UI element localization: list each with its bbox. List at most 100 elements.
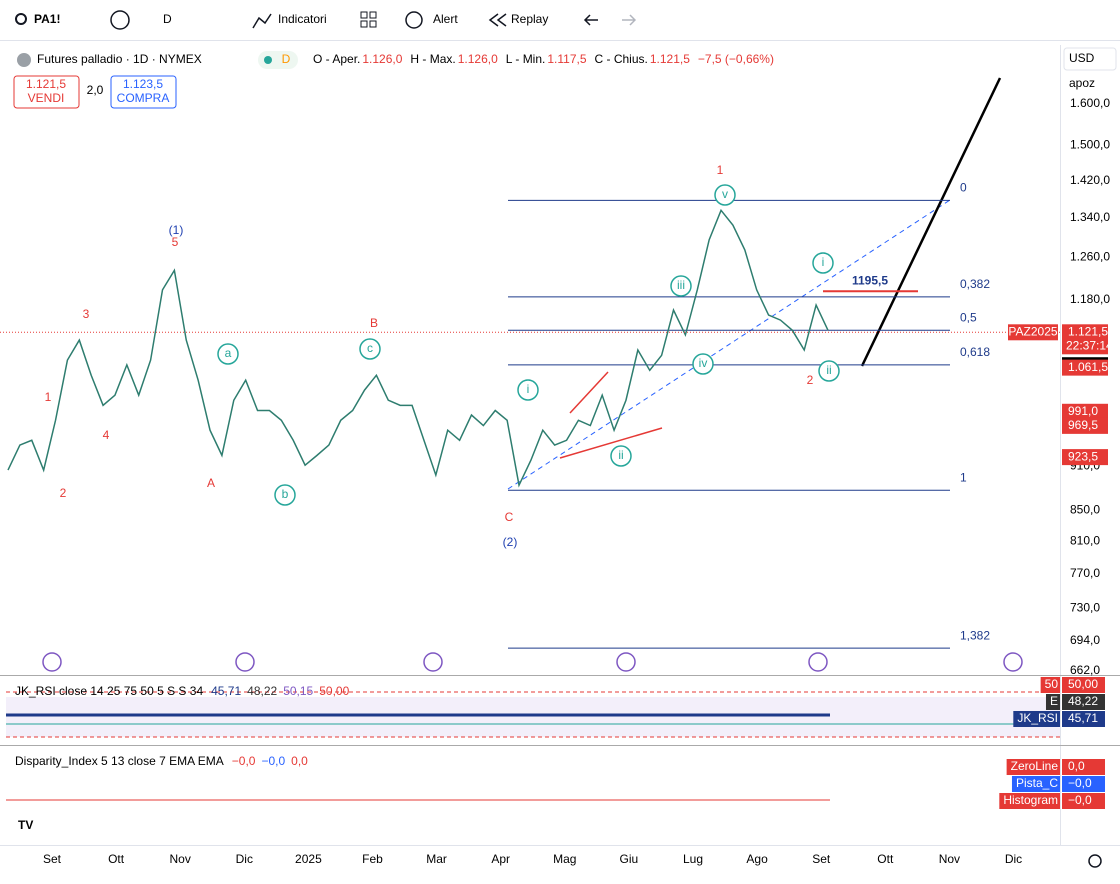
sell-button[interactable] xyxy=(13,75,80,109)
settings-icon[interactable] xyxy=(1088,854,1102,868)
y-tick-label: 810,0 xyxy=(1070,534,1100,548)
rsi-value: 48,22 xyxy=(247,684,277,698)
wave-label: i xyxy=(527,382,530,396)
wave-label: c xyxy=(367,341,373,355)
x-tick-label: Ott xyxy=(877,852,894,866)
event-markers xyxy=(42,652,1023,672)
triangle-line xyxy=(559,427,663,459)
wave-label: i xyxy=(822,255,825,269)
price-tag-label: 1.121,5 xyxy=(1068,324,1108,338)
wave-circle xyxy=(359,338,381,360)
rsi-tag-value-bg xyxy=(1062,711,1105,727)
price-tag-label: 969,5 xyxy=(1068,418,1098,432)
wave-label: iv xyxy=(699,356,708,370)
status-pill xyxy=(258,51,298,69)
alert[interactable]: Alert xyxy=(433,12,458,26)
event-marker[interactable] xyxy=(423,652,443,672)
rsi-tag-value: 50,00 xyxy=(1068,677,1098,691)
x-tick-label: Set xyxy=(43,852,62,866)
wave-label: 1 xyxy=(45,390,52,404)
wave-circle xyxy=(692,353,714,375)
disparity-tag-value: −0,0 xyxy=(1068,793,1092,807)
symbol[interactable]: PA1! xyxy=(34,12,60,26)
indicators[interactable]: Indicatori xyxy=(278,12,327,26)
disparity-value: 0,0 xyxy=(291,754,308,768)
rsi-tag-name: 50 xyxy=(1045,677,1059,691)
fib-label: 1 xyxy=(960,470,967,484)
scale-mode[interactable]: apoz xyxy=(1069,76,1095,90)
price-tag xyxy=(1062,403,1108,420)
projection-line xyxy=(860,77,1002,367)
ohlc-value: 1.126,0 xyxy=(458,52,498,66)
undo[interactable] xyxy=(583,14,598,26)
buy-price: 1.123,5 xyxy=(123,77,163,91)
buy-label: COMPRA xyxy=(117,91,170,105)
tag-name: PAZ2025 xyxy=(1008,324,1057,338)
price-tag-label: 991,0 xyxy=(1068,404,1098,418)
wave-circle xyxy=(217,343,239,365)
disparity-title: Disparity_Index 5 13 close 7 EMA EMA xyxy=(15,754,224,768)
wave-label: b xyxy=(282,487,289,501)
wave-circle xyxy=(517,379,539,401)
price-tag xyxy=(1062,324,1108,355)
x-tick-label: Giu xyxy=(620,852,639,866)
fib-label: 0,618 xyxy=(960,345,990,359)
wave-label: ii xyxy=(618,448,623,462)
y-tick-label: 730,0 xyxy=(1070,600,1100,614)
wave-label: 3 xyxy=(83,307,90,321)
wave-label: v xyxy=(722,187,728,201)
triangle-line xyxy=(569,371,609,414)
fib-label: 0,5 xyxy=(960,310,977,324)
price-tag xyxy=(1062,359,1108,376)
y-tick-label: 662,0 xyxy=(1070,663,1100,677)
tv-logo: TV xyxy=(18,818,33,832)
event-marker[interactable] xyxy=(808,652,828,672)
x-tick-label: Lug xyxy=(683,852,703,866)
ohlc-change: −7,5 (−0,66%) xyxy=(698,52,774,66)
event-marker[interactable] xyxy=(1003,652,1023,672)
rsi-tag-value: 48,22 xyxy=(1068,694,1098,708)
layout-icon xyxy=(369,11,377,19)
y-tick-label: 770,0 xyxy=(1070,566,1100,580)
wave-label: B xyxy=(370,316,378,330)
fib-label: 1,382 xyxy=(960,628,990,642)
ohlc-value: 1.117,5 xyxy=(547,52,586,66)
interval[interactable]: D xyxy=(163,12,172,26)
x-tick-label: Dic xyxy=(1005,852,1022,866)
layout-icon[interactable] xyxy=(360,11,368,19)
wave-label: 5 xyxy=(172,235,179,249)
wave-circle xyxy=(610,445,632,467)
buy-button[interactable] xyxy=(110,75,177,109)
disparity-tag-bg xyxy=(1011,776,1060,792)
wave-label: A xyxy=(207,476,215,490)
event-marker[interactable] xyxy=(235,652,255,672)
event-marker[interactable] xyxy=(42,652,62,672)
ohlc-value: 1.126,0 xyxy=(362,52,402,66)
replay[interactable]: Replay xyxy=(511,12,548,26)
x-tick-label: Feb xyxy=(362,852,383,866)
redo[interactable] xyxy=(622,14,637,26)
add-icon[interactable] xyxy=(110,10,130,30)
rsi-value: 50,15 xyxy=(283,684,313,698)
disparity-value: −0,0 xyxy=(261,754,285,768)
ohlc-label: C - Chius. xyxy=(595,52,648,66)
search-icon[interactable] xyxy=(15,13,27,25)
wave-circle xyxy=(812,252,834,274)
disparity-tag-name: Histogram xyxy=(1003,793,1058,807)
wave-label: iii xyxy=(677,278,685,292)
disparity-tag-value-bg xyxy=(1062,776,1105,792)
currency-button[interactable] xyxy=(1063,47,1117,71)
disparity-tag-name: Pista_C xyxy=(1016,776,1058,790)
disparity-tag-bg xyxy=(999,793,1060,809)
price-tag xyxy=(1062,449,1108,466)
y-tick-label: 1.600,0 xyxy=(1070,96,1110,110)
currency[interactable]: USD xyxy=(1069,51,1095,65)
wave-label: ii xyxy=(826,363,831,377)
event-marker[interactable] xyxy=(616,652,636,672)
x-tick-label: Ago xyxy=(746,852,768,866)
disparity-tag-bg xyxy=(1006,759,1060,775)
x-tick-label: Nov xyxy=(170,852,191,866)
rsi-band xyxy=(6,697,1060,737)
rsi-value: 50,00 xyxy=(319,684,349,698)
rsi-tag-bg xyxy=(1013,711,1060,727)
